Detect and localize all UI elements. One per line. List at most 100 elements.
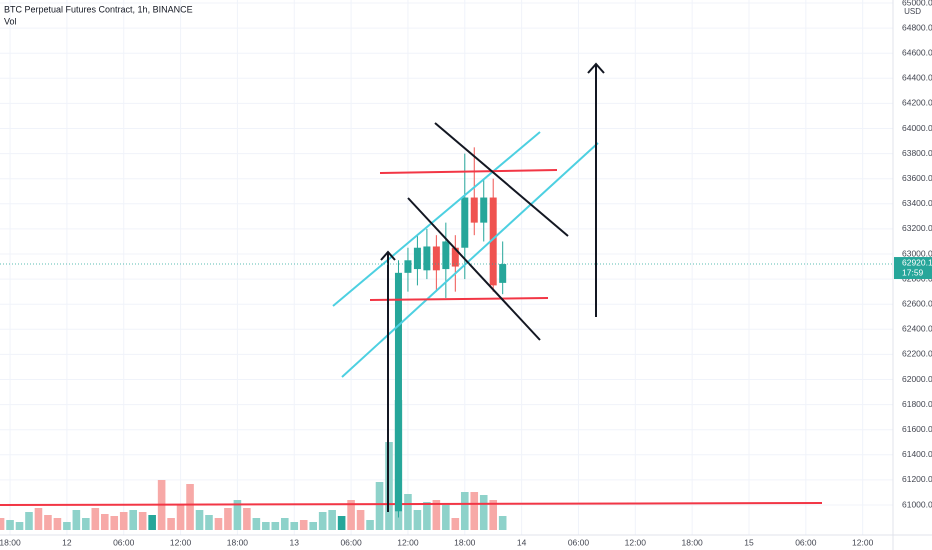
candle-body xyxy=(499,264,507,283)
volume-bar xyxy=(72,510,81,530)
y-tick-label: 63800.0 xyxy=(902,148,932,158)
volume-bar xyxy=(148,515,156,530)
y-tick-label: 62200.0 xyxy=(902,349,932,359)
y-tick-label: 63200.0 xyxy=(902,223,932,233)
candle-body xyxy=(442,241,450,270)
volume-bar xyxy=(404,494,412,530)
volume-bar xyxy=(299,520,308,530)
x-tick-label: 15 xyxy=(744,537,754,547)
y-tick-label: 65000.0 xyxy=(902,0,932,7)
volume-bar xyxy=(53,518,62,530)
y-tick-label: 63600.0 xyxy=(902,173,932,183)
candle-layer xyxy=(394,147,507,518)
last-price-label: 62920.1 xyxy=(902,257,932,267)
volume-bar xyxy=(489,500,498,530)
volume-bar xyxy=(6,520,14,530)
y-tick-label: 64000.0 xyxy=(902,123,932,133)
volume-bar xyxy=(205,515,213,530)
volume-bar xyxy=(186,484,194,530)
trend-line xyxy=(434,122,569,237)
y-tick-label: 64400.0 xyxy=(902,73,932,83)
volume-bar xyxy=(0,518,5,530)
volume-bar xyxy=(479,495,488,530)
volume-bar xyxy=(252,518,261,530)
x-tick-label: 18:00 xyxy=(682,537,704,547)
volume-bar xyxy=(119,512,128,530)
volume-bar xyxy=(110,516,119,530)
candle-body xyxy=(423,246,431,271)
candle-body xyxy=(489,197,497,286)
x-tick-label: 12:00 xyxy=(397,537,419,547)
chart-title: BTC Perpetual Futures Contract, 1h, BINA… xyxy=(4,4,193,14)
volume-bar xyxy=(280,518,289,530)
volume-bar xyxy=(442,505,450,530)
x-tick-label: 12:00 xyxy=(852,537,874,547)
x-tick-label: 18:00 xyxy=(0,537,21,547)
volume-bar xyxy=(195,510,204,530)
volume-bar xyxy=(309,522,318,530)
volume-bar xyxy=(15,522,24,530)
y-tick-label: 62000.0 xyxy=(902,374,932,384)
volume-bar xyxy=(318,512,327,530)
volume-bar xyxy=(44,515,52,530)
y-tick-label: 61400.0 xyxy=(902,449,932,459)
volume-bar xyxy=(356,510,365,530)
arrow xyxy=(587,62,605,317)
x-tick-label: 18:00 xyxy=(454,537,476,547)
candle-body xyxy=(451,247,459,267)
candle-body xyxy=(432,246,440,271)
x-tick-label: 06:00 xyxy=(340,537,362,547)
y-tick-label: 61800.0 xyxy=(902,399,932,409)
volume-bar xyxy=(423,502,431,530)
candle-body xyxy=(470,197,478,223)
volume-bar xyxy=(432,500,441,530)
y-tick-label: 62600.0 xyxy=(902,298,932,308)
volume-bar xyxy=(214,518,223,530)
support-line xyxy=(0,502,823,506)
volume-bar xyxy=(347,500,355,530)
x-tick-label: 13 xyxy=(290,537,300,547)
y-tick-label: 61600.0 xyxy=(902,424,932,434)
volume-bar xyxy=(262,522,270,530)
countdown-label: 17:59 xyxy=(902,267,924,277)
volume-bar xyxy=(224,508,232,530)
channel-line xyxy=(332,131,541,307)
volume-bar xyxy=(63,522,71,530)
x-tick-label: 12:00 xyxy=(625,537,647,547)
y-tick-label: 61000.0 xyxy=(902,499,932,509)
y-tick-label: 64600.0 xyxy=(902,47,932,57)
y-tick-label: 64200.0 xyxy=(902,98,932,108)
x-tick-label: 12 xyxy=(62,537,72,547)
volume-bar xyxy=(413,510,422,530)
grid xyxy=(0,0,893,535)
candle-body xyxy=(404,260,412,273)
arrow xyxy=(380,250,396,512)
volume-bar xyxy=(460,492,469,530)
volume-bar xyxy=(129,510,138,530)
x-tick-label: 14 xyxy=(517,537,527,547)
last-price-box xyxy=(894,257,932,280)
candle-body xyxy=(394,272,402,512)
x-tick-label: 06:00 xyxy=(113,537,135,547)
x-tick-label: 06:00 xyxy=(568,537,590,547)
x-tick-label: 06:00 xyxy=(795,537,817,547)
volume-label: Vol xyxy=(4,16,17,26)
volume-bar xyxy=(138,512,147,530)
x-tick-label: 18:00 xyxy=(227,537,249,547)
trend-line xyxy=(407,197,541,341)
volume-bar xyxy=(498,516,507,530)
volume-bar xyxy=(176,505,185,530)
y-tick-label: 63000.0 xyxy=(902,248,932,258)
volume-bar xyxy=(34,508,43,530)
volume-bar xyxy=(167,518,175,530)
volume-bar xyxy=(271,522,280,530)
y-tick-label: 62400.0 xyxy=(902,324,932,334)
x-tick-label: 12:00 xyxy=(170,537,192,547)
resistance-line xyxy=(379,169,558,174)
volume-bar xyxy=(451,518,460,530)
currency-label: USD xyxy=(904,7,921,16)
volume-bar xyxy=(337,516,346,530)
